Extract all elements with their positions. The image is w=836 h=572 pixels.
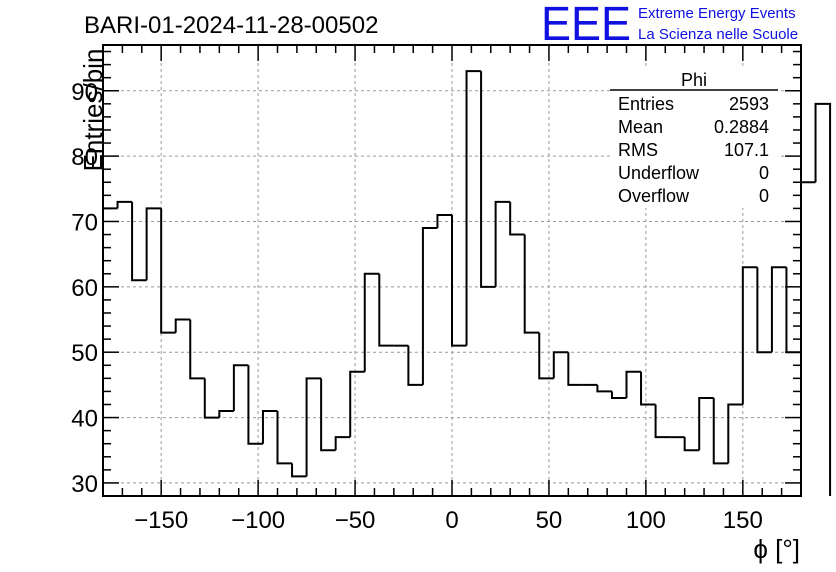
histogram-bin xyxy=(261,410,278,444)
histogram-bin xyxy=(218,410,234,418)
histogram-bin xyxy=(247,365,263,445)
histogram-bin xyxy=(800,181,816,353)
histogram-bin xyxy=(451,214,467,347)
histogram-bin xyxy=(625,370,642,398)
y-tick-label: 90 xyxy=(71,79,98,106)
stats-row-value: 107.1 xyxy=(724,140,769,160)
x-tick-label: 0 xyxy=(445,507,458,534)
histogram-bin xyxy=(349,370,365,438)
histogram-bin xyxy=(727,403,743,464)
stats-row-value: 2593 xyxy=(729,94,769,114)
y-tick-label: 80 xyxy=(71,144,98,171)
histogram-bin xyxy=(480,71,496,288)
x-tick-label: 150 xyxy=(723,507,763,534)
histogram-bin xyxy=(698,396,714,451)
histogram-bin xyxy=(378,273,394,347)
histogram-bin xyxy=(189,319,205,380)
axis-ticks xyxy=(102,45,802,497)
histogram-bin xyxy=(567,352,583,386)
histogram-bin xyxy=(305,377,322,477)
histogram-bin xyxy=(421,227,438,385)
histogram-bin xyxy=(770,266,787,353)
histogram-bin xyxy=(741,266,758,405)
stats-row-label: Entries xyxy=(618,94,674,114)
histogram-bin xyxy=(523,234,540,334)
x-tick-label: 100 xyxy=(626,507,666,534)
stats-row-value: 0 xyxy=(759,163,769,183)
x-tick-label: −150 xyxy=(134,507,188,534)
histogram-bin xyxy=(363,272,380,372)
histogram-bin xyxy=(683,437,700,452)
stats-title: Phi xyxy=(681,70,707,90)
histogram-bin xyxy=(203,378,220,419)
stats-row-label: Overflow xyxy=(618,186,690,206)
histogram-bin xyxy=(610,391,627,399)
histogram-bin xyxy=(552,351,569,379)
stats-rows: Entries 2593 Mean 0.2884 RMS 107.1 Underflow 0 O… xyxy=(618,94,769,206)
stats-row-value: 0 xyxy=(759,186,769,206)
histogram-bin xyxy=(145,207,162,281)
stats-row-value: 0.2884 xyxy=(714,117,769,137)
histogram-bin xyxy=(596,384,612,393)
histogram-bin xyxy=(407,345,423,386)
histogram-bin xyxy=(640,371,656,406)
run-title: BARI-01-2024-11-28-00502 xyxy=(84,12,378,39)
stats-row-label: Underflow xyxy=(618,163,700,183)
y-tick-label: 40 xyxy=(71,406,98,433)
x-tick-label: 50 xyxy=(536,507,563,534)
histogram-bin xyxy=(654,404,671,439)
logo-line-1: Extreme Energy Events xyxy=(638,5,796,22)
histogram-bin xyxy=(320,378,336,452)
x-tick-label: −50 xyxy=(335,507,376,534)
stats-box: Phi Entries 2593 Mean 0.2884 RMS 107.1 Underfl… xyxy=(610,68,778,208)
histogram-bin xyxy=(465,70,482,346)
x-tick-label: −100 xyxy=(231,507,285,534)
y-tick-label: 30 xyxy=(71,471,98,498)
y-tick-label: 50 xyxy=(71,340,98,367)
x-axis-label: ϕ [°] xyxy=(753,534,800,564)
histogram-bin xyxy=(131,201,147,282)
logo-line-2: La Scienza nelle Scuole xyxy=(638,26,798,43)
histogram-bin xyxy=(232,364,249,412)
histogram-bin xyxy=(160,208,176,334)
histogram-bin xyxy=(494,200,511,287)
y-tick-label: 70 xyxy=(71,209,98,236)
eee-logo: EEE xyxy=(541,0,631,51)
y-tick-label: 60 xyxy=(71,275,98,302)
histogram-bin xyxy=(334,436,351,451)
y-axis-label: Entries/bin xyxy=(78,49,108,172)
histogram-bin xyxy=(174,318,191,333)
histogram-bin xyxy=(276,411,293,465)
histogram-bin xyxy=(116,200,133,209)
histogram-bin xyxy=(756,267,772,354)
histogram-bin xyxy=(814,102,832,496)
histogram-bin xyxy=(291,463,307,478)
histogram-bin xyxy=(712,397,729,465)
histogram-bin xyxy=(436,213,452,229)
stats-row-label: Mean xyxy=(618,117,663,137)
stats-row-label: RMS xyxy=(618,140,658,160)
tick-labels: −150 −100 −50 0 50 100 150 30 40 50 60 70 80 90 xyxy=(71,79,763,534)
histogram-bin xyxy=(509,201,525,236)
histogram-bin xyxy=(538,332,554,380)
